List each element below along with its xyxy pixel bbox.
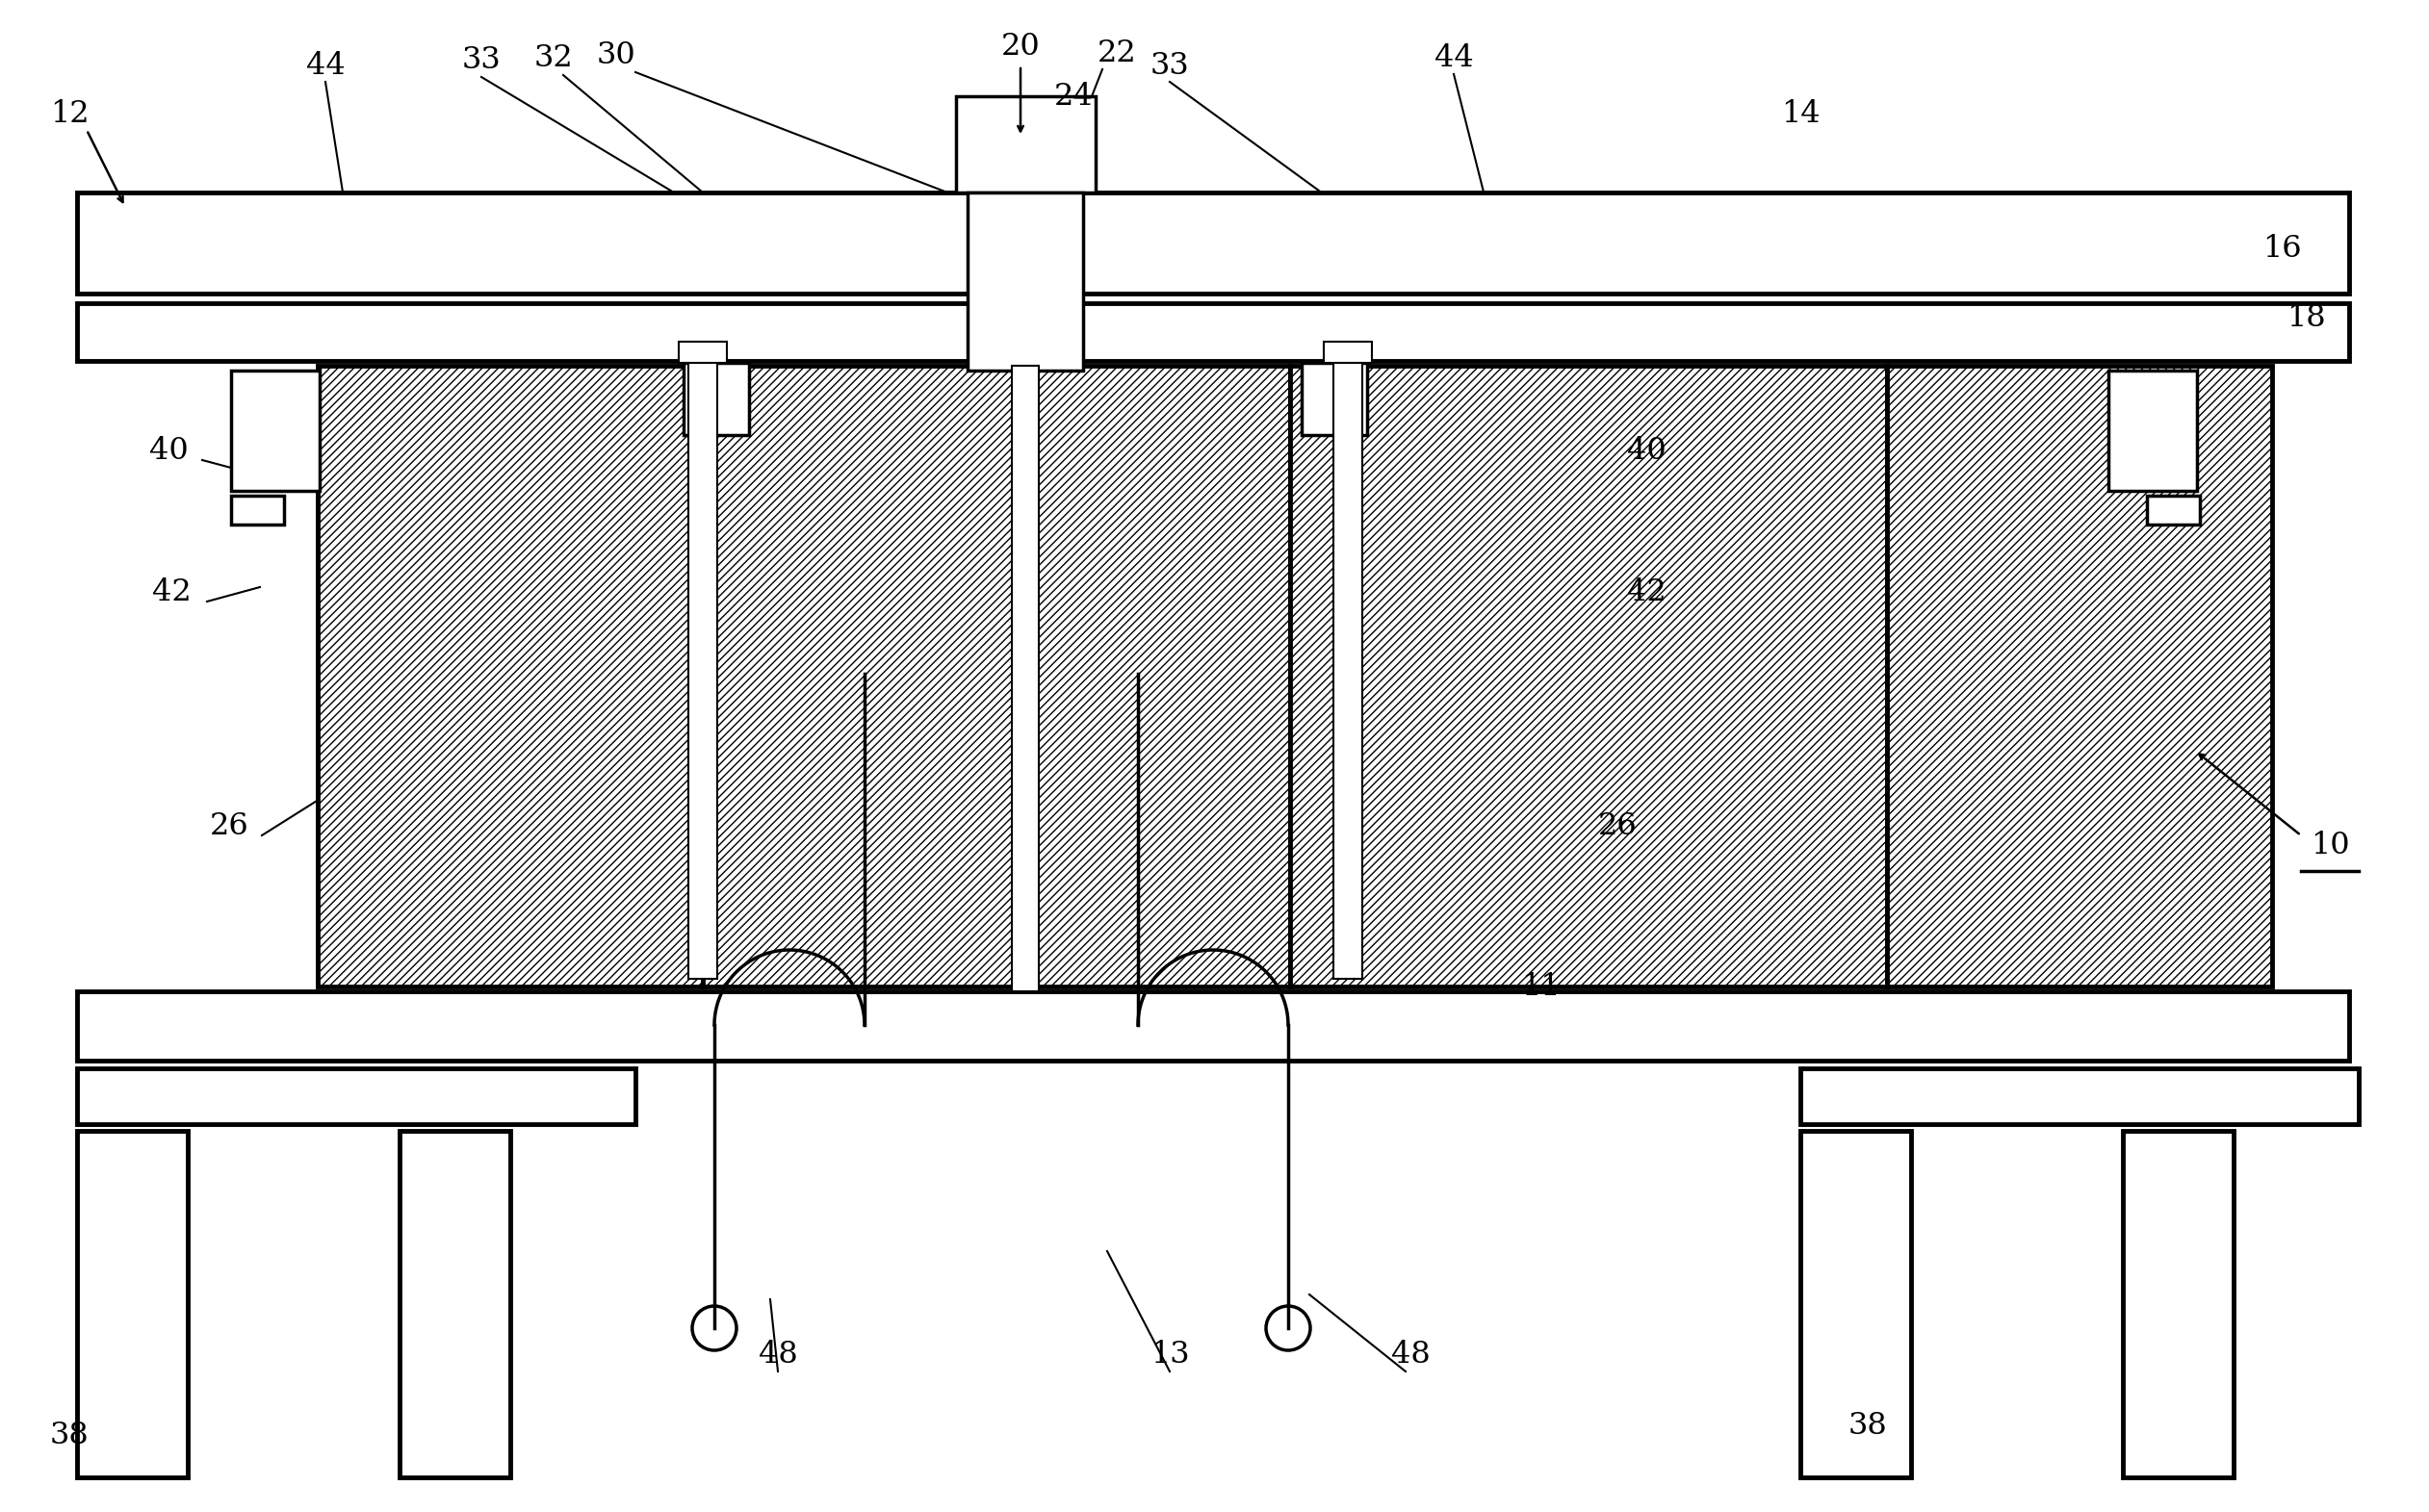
Bar [1302, 363, 1368, 435]
Text: 30: 30 [598, 39, 636, 70]
Bar [2123, 1131, 2235, 1477]
Text: 33: 33 [462, 45, 500, 74]
Text: 24: 24 [1054, 82, 1093, 112]
Text: 16: 16 [2261, 233, 2300, 263]
Text: 38: 38 [1848, 1411, 1887, 1441]
Bar [398, 1131, 510, 1477]
Text: 20: 20 [1001, 32, 1040, 60]
Bar [1290, 366, 1887, 986]
Text: 11: 11 [1521, 972, 1559, 1001]
Text: 38: 38 [49, 1421, 90, 1452]
Bar [967, 192, 1083, 370]
Bar [683, 363, 748, 435]
Text: 26: 26 [1598, 810, 1637, 841]
Text: 14: 14 [1780, 98, 1819, 129]
Text: 44: 44 [306, 50, 345, 80]
Bar [78, 192, 2349, 293]
Text: 13: 13 [1151, 1340, 1190, 1370]
Bar [1887, 366, 2271, 986]
Text: 12: 12 [49, 98, 90, 129]
Bar [702, 366, 1290, 986]
Text: 42: 42 [1627, 578, 1666, 606]
Text: 10: 10 [2310, 830, 2349, 860]
Bar [78, 1069, 636, 1123]
Bar [2147, 496, 2201, 525]
Bar [318, 366, 702, 986]
Bar [231, 496, 284, 525]
Bar [78, 304, 2349, 361]
Text: 26: 26 [209, 810, 248, 841]
Bar [78, 1131, 187, 1477]
Text: 48: 48 [758, 1340, 797, 1370]
Text: 40: 40 [148, 435, 187, 466]
Bar [687, 363, 717, 978]
Bar [678, 342, 726, 363]
Bar [1334, 363, 1363, 978]
Text: 33: 33 [1149, 50, 1190, 80]
Bar [1013, 366, 1040, 992]
Bar [2108, 370, 2196, 491]
Text: 22: 22 [1098, 38, 1137, 68]
Text: 48: 48 [1392, 1340, 1431, 1370]
Bar [1324, 342, 1372, 363]
Bar [1800, 1131, 1912, 1477]
Text: 32: 32 [534, 42, 573, 73]
Text: 42: 42 [151, 578, 192, 606]
Bar [1800, 1069, 2359, 1123]
Text: 44: 44 [1433, 42, 1474, 73]
Bar [78, 992, 2349, 1060]
Bar [231, 370, 321, 491]
Bar [957, 97, 1095, 192]
Text: 18: 18 [2286, 302, 2325, 333]
Text: 40: 40 [1627, 435, 1666, 466]
